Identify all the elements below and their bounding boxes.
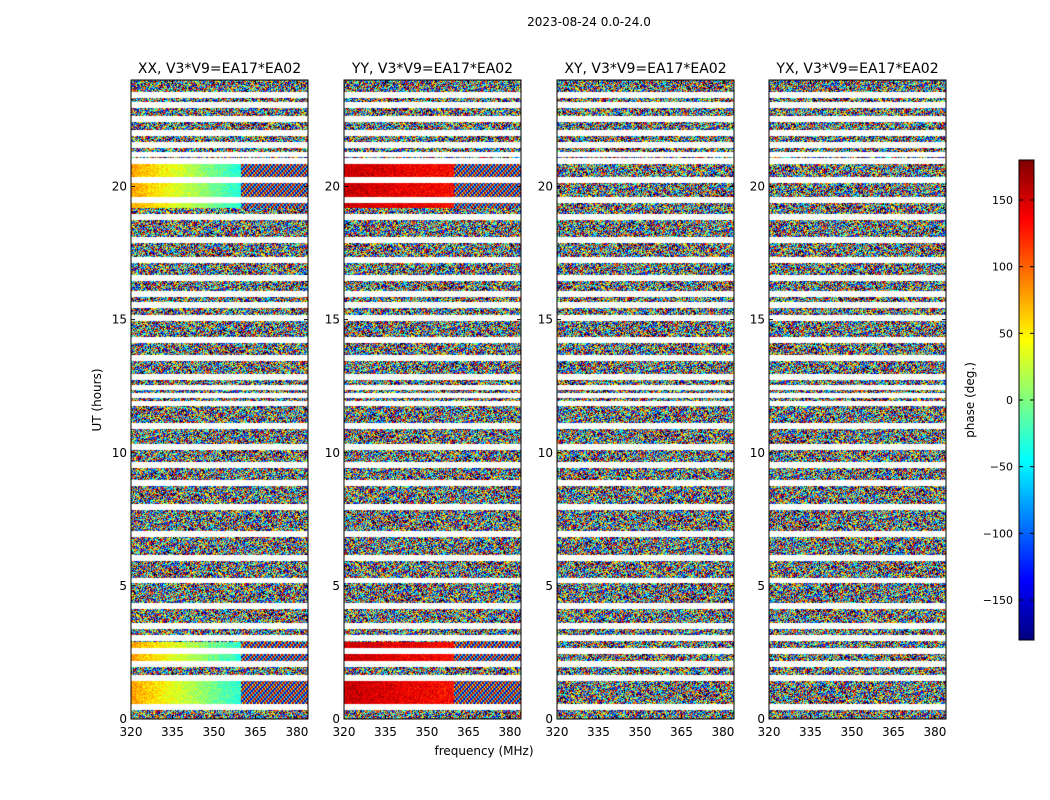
x-tick-label: 320 [758,725,781,739]
x-axis-label: frequency (MHz) [434,744,533,758]
panel-frame [556,79,735,720]
x-tick-label: 350 [629,725,652,739]
phase-heatmap [131,80,308,719]
panel-title: YX, V3*V9=EA17*EA02 [775,61,938,77]
y-tick-label: 15 [325,313,340,327]
figure-suptitle: 2023-08-24 0.0-24.0 [527,15,651,29]
y-tick-label: 5 [757,579,765,593]
panel-frame [343,79,522,720]
panel-frame [130,79,309,720]
colorbar-tick-label: 100 [992,261,1013,274]
y-tick-label: 20 [538,180,553,194]
colorbar-ticks: 150 100 50 0 −50 −100 −150 [983,194,1034,607]
x-tick-label: 320 [120,725,143,739]
panel-frame [768,79,947,720]
x-tick-label: 365 [244,725,267,739]
y-tick-label: 5 [332,579,340,593]
y-axis-label: UT (hours) [90,368,104,431]
x-tick-label: 335 [374,725,397,739]
x-tick-label: 350 [416,725,439,739]
colorbar-tick-label: 50 [999,327,1013,340]
colorbar-tick-label: −150 [983,594,1013,607]
y-tick-label: 10 [750,446,765,460]
y-tick-label: 5 [545,579,553,593]
y-tick-label: 5 [119,579,127,593]
phase-heatmap [769,80,946,719]
x-tick-label: 380 [923,725,946,739]
panel-yx: YX, V3*V9=EA17*EA02 320 335 350 365 380 0 5 10 15… [750,61,947,739]
x-tick-label: 380 [285,725,308,739]
colorbar: 150 100 50 0 −50 −100 −150 phase (deg.) [963,159,1035,641]
phase-heatmap-canvas [557,80,734,719]
phase-heatmap-canvas [769,80,946,719]
colorbar-tick-label: −100 [983,527,1013,540]
y-tick-label: 0 [119,712,127,726]
x-tick-label: 320 [546,725,569,739]
y-tick-label: 0 [545,712,553,726]
x-tick-label: 365 [670,725,693,739]
x-tick-label: 335 [587,725,610,739]
y-tick-label: 0 [332,712,340,726]
phase-heatmap [557,80,734,719]
x-tick-label: 350 [841,725,864,739]
x-tick-label: 380 [498,725,521,739]
phase-heatmap [344,80,521,719]
x-tick-label: 335 [799,725,822,739]
y-tick-label: 15 [750,313,765,327]
x-tick-label: 350 [203,725,226,739]
panel-title: XY, V3*V9=EA17*EA02 [564,61,726,77]
x-tick-label: 320 [333,725,356,739]
panel-yy: YY, V3*V9=EA17*EA02 320 335 350 365 380 0 5 10 15… [325,61,522,739]
y-tick-label: 15 [538,313,553,327]
y-tick-label: 20 [750,180,765,194]
y-tick-label: 10 [112,446,127,460]
panel-title: XX, V3*V9=EA17*EA02 [138,61,301,77]
x-tick-label: 335 [161,725,184,739]
x-tick-label: 365 [882,725,905,739]
colorbar-tick-label: 150 [992,194,1013,207]
colorbar-tick-label: 0 [1006,394,1013,407]
panel-title: YY, V3*V9=EA17*EA02 [351,61,513,77]
x-tick-label: 365 [457,725,480,739]
panel-xy: XY, V3*V9=EA17*EA02 320 335 350 365 380 0 5 10 15… [538,61,735,739]
panel-xx: XX, V3*V9=EA17*EA02 320 335 350 365 380 0 5 10 15… [112,61,309,739]
panels-group: XX, V3*V9=EA17*EA02 320 335 350 365 380 0 5 10 15… [112,61,947,739]
x-tick-label: 380 [711,725,734,739]
phase-heatmap-canvas [131,80,308,719]
y-tick-label: 0 [757,712,765,726]
phase-heatmap-canvas [344,80,521,719]
colorbar-tick-label: −50 [990,461,1013,474]
y-tick-label: 10 [538,446,553,460]
y-tick-label: 15 [112,313,127,327]
y-tick-label: 20 [325,180,340,194]
colorbar-label: phase (deg.) [963,362,977,438]
y-tick-label: 20 [112,180,127,194]
y-tick-label: 10 [325,446,340,460]
